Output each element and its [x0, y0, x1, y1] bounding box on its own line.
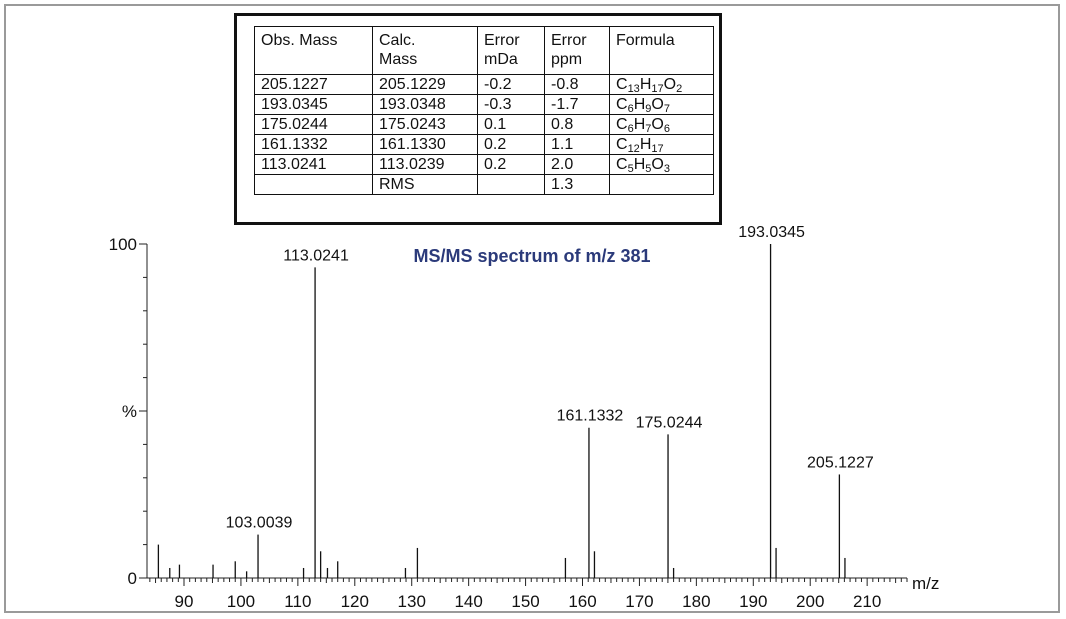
mass-table-box: Obs. Mass Calc. Mass Error mDa Error ppm… — [234, 13, 722, 225]
x-tick-label: 150 — [511, 592, 539, 611]
formula-cell: C13H17O2 — [609, 74, 714, 95]
x-tick-label: 200 — [796, 592, 824, 611]
x-tick-label: 170 — [625, 592, 653, 611]
header-obs-mass: Obs. Mass — [254, 26, 373, 75]
header-calc-mass-line2: Mass — [379, 51, 418, 68]
y-tick-label: 100 — [109, 235, 137, 254]
chart-peak-labels: 103.0039 113.0241 161.1332 175.0244 193.0345… — [226, 224, 874, 532]
formula-count: 3 — [663, 163, 670, 175]
obs-mass-cell: 175.0244 — [254, 114, 373, 135]
formula-cell: C6H7O6 — [609, 114, 714, 135]
peak-mass-label: 103.0039 — [226, 515, 293, 532]
formula-element: C — [616, 116, 628, 133]
formula-element: C — [616, 96, 628, 113]
formula-count: 9 — [645, 103, 652, 115]
x-axis-label: m/z — [912, 574, 939, 593]
x-tick-label: 210 — [853, 592, 881, 611]
formula-count: 7 — [663, 103, 670, 115]
header-error-mda-line2: mDa — [484, 51, 518, 68]
x-tick-label: 190 — [739, 592, 767, 611]
formula-element: O — [663, 76, 677, 93]
header-formula: Formula — [609, 26, 714, 75]
chart-title: MS/MS spectrum of m/z 381 — [413, 246, 650, 266]
header-obs-mass-text: Obs. Mass — [261, 32, 338, 49]
x-tick-label: 140 — [454, 592, 482, 611]
obs-mass-cell: 193.0345 — [254, 94, 373, 115]
formula-count: 6 — [627, 103, 634, 115]
formula-element: O — [651, 96, 664, 113]
header-error-ppm-line1: Error — [551, 32, 587, 49]
formula-element: C — [616, 156, 628, 173]
x-tick-label: 110 — [284, 592, 311, 611]
error-mda-cell: 0.1 — [477, 114, 545, 135]
formula-count: 5 — [627, 163, 634, 175]
x-tick-label: 130 — [398, 592, 426, 611]
mass-table-row: 175.0244 175.0243 0.1 0.8 C6H7O6 — [254, 114, 714, 135]
calc-mass-cell: RMS — [372, 174, 478, 195]
formula-count: 2 — [676, 83, 683, 95]
peak-mass-label: 175.0244 — [636, 414, 703, 431]
obs-mass-cell: 205.1227 — [254, 74, 373, 95]
error-mda-cell: -0.3 — [477, 94, 545, 115]
formula-element: H — [633, 96, 646, 113]
header-calc-mass-line1: Calc. — [379, 32, 416, 49]
formula-count: 12 — [627, 143, 640, 155]
mass-table-header-row: Obs. Mass Calc. Mass Error mDa Error ppm… — [254, 26, 714, 75]
formula-count: 6 — [627, 123, 634, 135]
formula-cell: C5H5O3 — [609, 154, 714, 175]
peak-mass-label: 113.0241 — [283, 247, 349, 264]
formula-cell — [609, 174, 714, 195]
mass-table: Obs. Mass Calc. Mass Error mDa Error ppm… — [254, 26, 714, 195]
x-tick-label: 160 — [568, 592, 596, 611]
x-tick-label: 180 — [682, 592, 710, 611]
mass-table-row: RMS 1.3 — [254, 174, 714, 195]
y-tick-label: 0 — [128, 569, 137, 588]
chart-axes: 0% 100 90 100 110 120 130 140 150 160 170 180 190 200… — [109, 235, 908, 611]
formula-count: 17 — [651, 83, 664, 95]
formula-count: 13 — [627, 83, 640, 95]
formula-element: C — [616, 136, 628, 153]
header-error-ppm-line2: ppm — [551, 51, 583, 68]
error-ppm-cell: 1.1 — [544, 134, 610, 155]
calc-mass-cell: 193.0348 — [372, 94, 478, 115]
x-tick-label: 100 — [227, 592, 255, 611]
formula-element: H — [633, 116, 646, 133]
header-calc-mass: Calc. Mass — [372, 26, 478, 75]
chart-peaks — [157, 244, 846, 578]
header-formula-text: Formula — [616, 32, 675, 49]
y-tick-label: % — [122, 402, 137, 421]
formula-count: 6 — [663, 123, 670, 135]
header-error-mda-line1: Error — [484, 32, 520, 49]
mass-table-row: 205.1227 205.1229 -0.2 -0.8 C13H17O2 — [254, 74, 714, 95]
formula-element: O — [651, 156, 664, 173]
formula-count: 17 — [651, 143, 664, 155]
peak-mass-label: 193.0345 — [738, 224, 805, 241]
formula-cell: C12H17 — [609, 134, 714, 155]
formula-count: 7 — [645, 123, 652, 135]
mass-table-body: 205.1227 205.1229 -0.2 -0.8 C13H17O2 193.0345… — [254, 74, 714, 195]
formula-element: O — [651, 116, 664, 133]
error-mda-cell: 0.2 — [477, 134, 545, 155]
formula-count: 5 — [645, 163, 652, 175]
formula-element: H — [639, 136, 652, 153]
formula-element: H — [633, 156, 646, 173]
peak-mass-label: 205.1227 — [807, 454, 874, 471]
peak-mass-label: 161.1332 — [557, 408, 624, 425]
calc-mass-cell: 161.1330 — [372, 134, 478, 155]
formula-element: H — [639, 76, 652, 93]
formula-element: C — [616, 76, 628, 93]
x-tick-label: 90 — [175, 592, 194, 611]
x-tick-label: 120 — [341, 592, 369, 611]
